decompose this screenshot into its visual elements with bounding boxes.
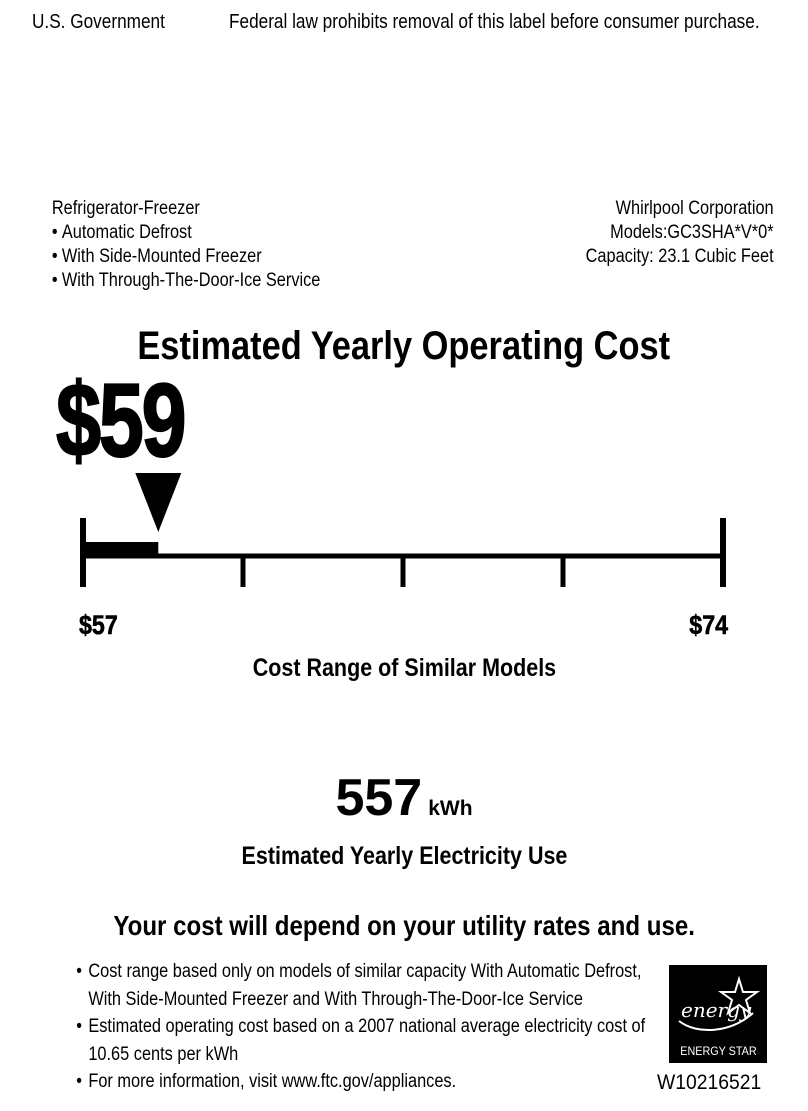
electricity-caption: Estimated Yearly Electricity Use [0, 842, 808, 871]
energy-star-logo: energy ENERGY STAR [669, 965, 767, 1063]
range-caption-text: Cost Range of Similar Models [252, 654, 556, 682]
footnote-item: For more information, visit www.ftc.gov/… [76, 1068, 645, 1096]
kwh-unit: kWh [428, 797, 473, 820]
range-max-label: $74 [689, 610, 728, 641]
yearly-cost-value: $59 [55, 362, 187, 480]
energy-star-label: ENERGY STAR [669, 1044, 767, 1058]
range-caption: Cost Range of Similar Models [0, 654, 808, 683]
footnote-line: Estimated operating cost based on a 2007… [88, 1016, 646, 1037]
footnote-line: 10.65 cents per kWh [88, 1043, 239, 1065]
footnote-line: Cost range based only on models of simil… [88, 961, 642, 982]
manufacturer-info: Whirlpool Corporation Models:GC3SHA*V*0*… [586, 197, 774, 269]
cost-heading-text: Estimated Yearly Operating Cost [137, 324, 671, 368]
feature-item: With Side-Mounted Freezer [52, 245, 321, 269]
range-min-label: $57 [79, 610, 118, 641]
footnote-item: Cost range based only on models of simil… [76, 958, 645, 1013]
cost-range-scale [80, 473, 726, 587]
footnote-line: For more information, visit www.ftc.gov/… [88, 1071, 457, 1092]
disclaimer-text: Your cost will depend on your utility ra… [113, 910, 695, 941]
footnote-item: Estimated operating cost based on a 2007… [76, 1013, 645, 1068]
removal-warning: Federal law prohibits removal of this la… [229, 11, 760, 33]
cost-pointer-icon [135, 473, 182, 532]
electricity-usage: 557 kWh [0, 768, 808, 828]
kwh-value: 557 [335, 769, 423, 827]
footnote-line: With Side-Mounted Freezer and With Throu… [88, 988, 583, 1010]
scale-ticks [80, 518, 726, 587]
issuer-label: U.S. Government [32, 11, 165, 33]
cost-heading: Estimated Yearly Operating Cost [0, 324, 808, 369]
electricity-caption-text: Estimated Yearly Electricity Use [241, 842, 567, 870]
model-numbers: Models:GC3SHA*V*0* [610, 222, 774, 243]
energy-star-text: ENERGY STAR [679, 1044, 757, 1058]
form-number: W10216521 [657, 1071, 762, 1094]
manufacturer-name: Whirlpool Corporation [615, 198, 774, 219]
feature-item: With Through-The-Door-Ice Service [52, 269, 321, 293]
footnotes: Cost range based only on models of simil… [76, 958, 645, 1096]
energy-star-icon: energy [678, 975, 761, 1031]
energy-script: energy [681, 998, 752, 1022]
disclaimer: Your cost will depend on your utility ra… [0, 910, 808, 942]
product-type: Refrigerator-Freezer [51, 198, 200, 219]
cost-position-bar [83, 542, 159, 556]
product-description: Refrigerator-Freezer Automatic Defrost W… [52, 197, 321, 293]
feature-item: Automatic Defrost [52, 221, 321, 245]
capacity: Capacity: 23.1 Cubic Feet [585, 246, 774, 267]
